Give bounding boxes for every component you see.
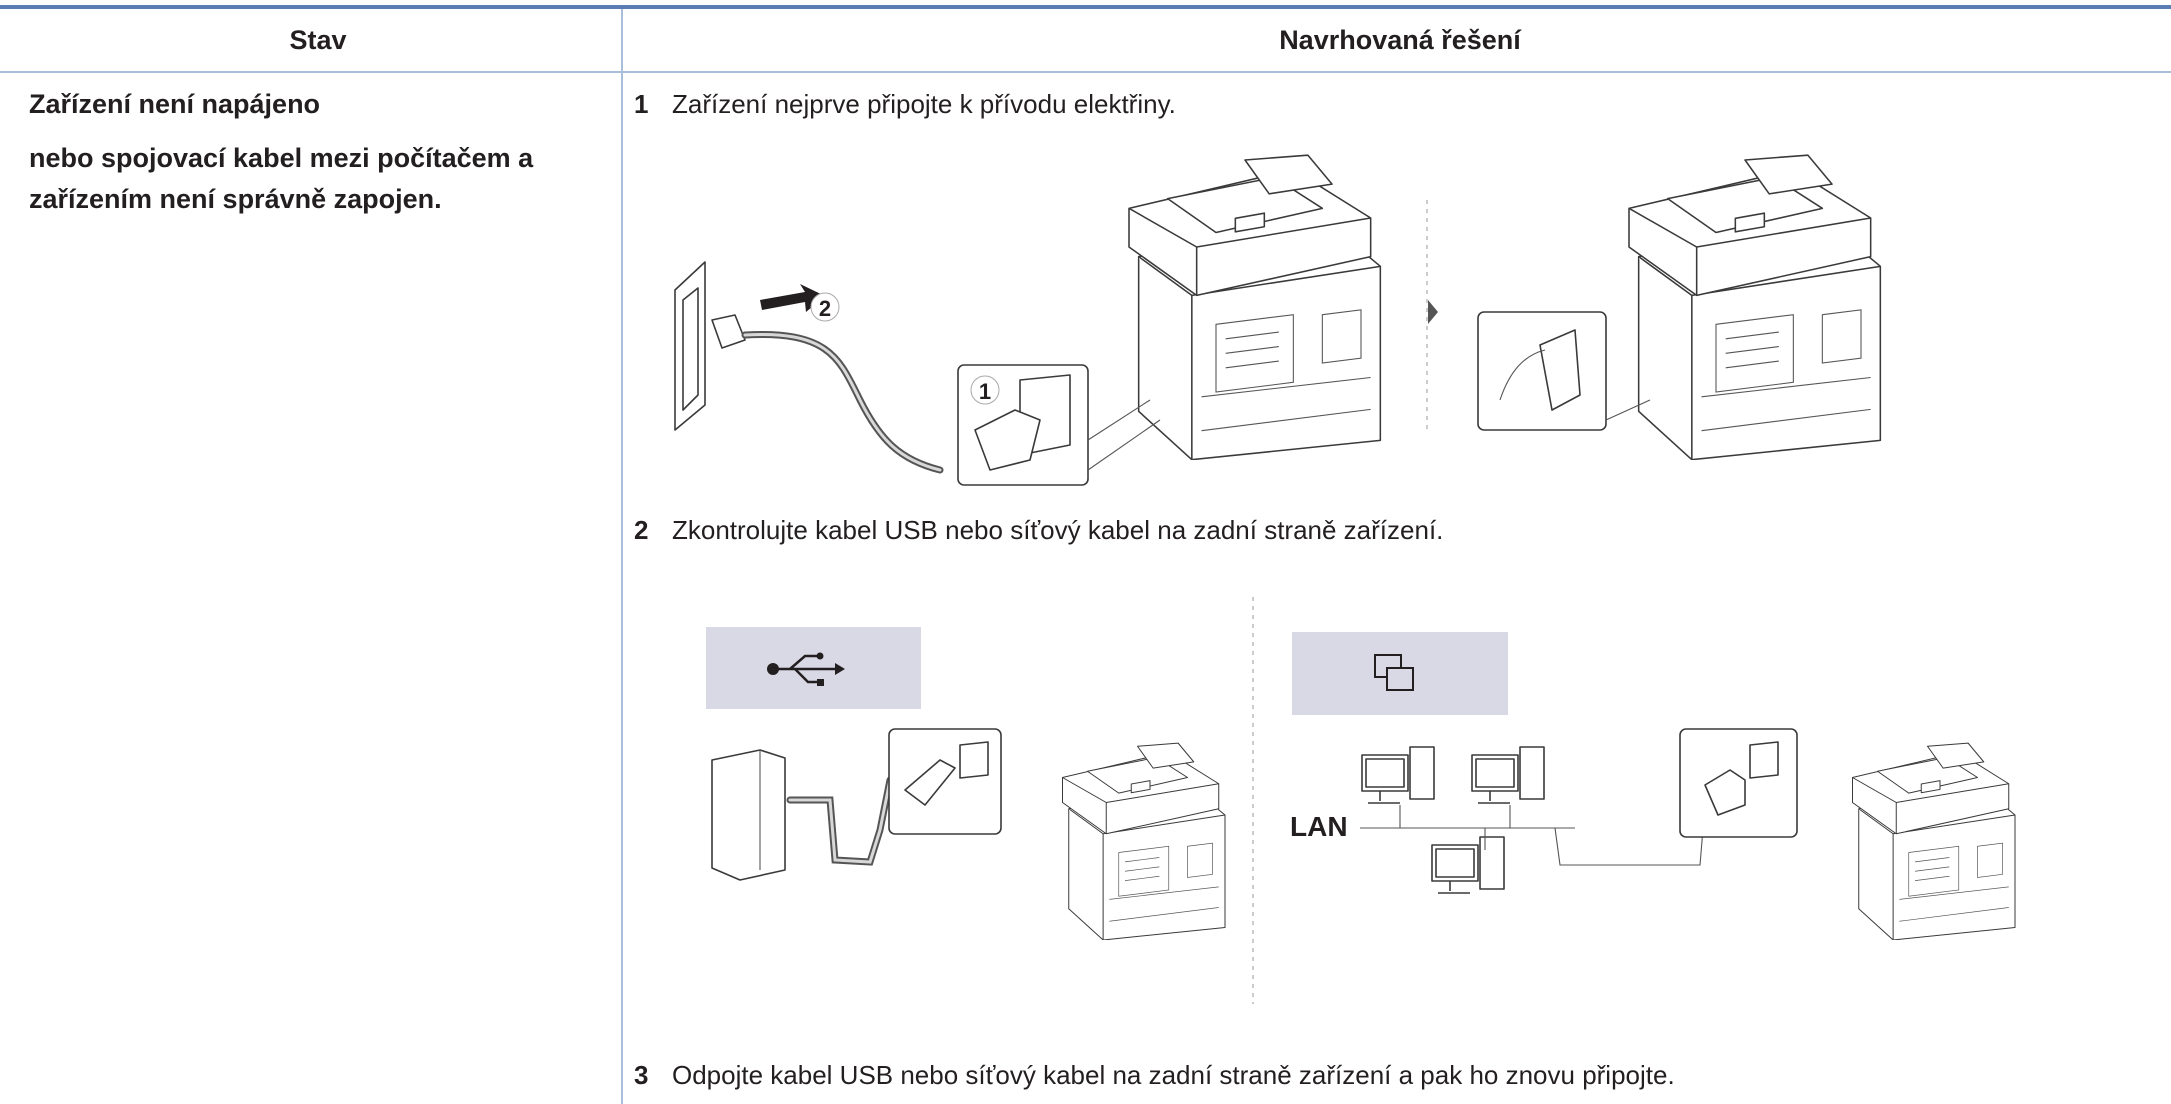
condition-text: zařízením není správně zapojen. <box>29 184 442 214</box>
condition-text: Zařízení není napájeno <box>29 89 320 119</box>
header-cell: Navrhovaná řešení <box>1279 25 1522 55</box>
power-illustration: 2 1 <box>674 154 1882 486</box>
step-number: 2 <box>634 515 648 545</box>
step-text: Odpojte kabel USB nebo síťový kabel na z… <box>672 1060 1675 1090</box>
callout: 2 <box>819 296 831 321</box>
step-number: 1 <box>634 89 648 119</box>
step-text: Zkontrolujte kabel USB nebo síťový kabel… <box>672 515 1443 545</box>
step-number: 3 <box>634 1060 648 1090</box>
header-cell: Stav <box>289 25 346 55</box>
connection-illustration: LAN <box>706 597 2016 1004</box>
callout: 1 <box>979 379 991 404</box>
condition-text: nebo spojovací kabel mezi počítačem a <box>29 143 534 173</box>
lan-label: LAN <box>1290 811 1348 842</box>
step-text: Zařízení nejprve připojte k přívodu elek… <box>672 89 1176 119</box>
